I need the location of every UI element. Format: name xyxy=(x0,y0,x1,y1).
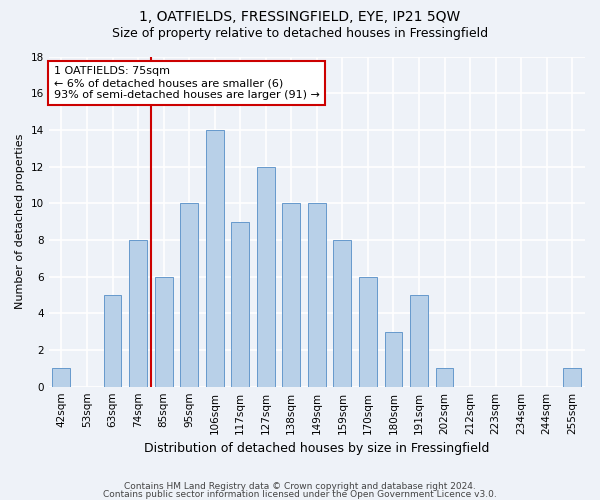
Bar xyxy=(410,295,428,386)
Bar xyxy=(52,368,70,386)
Bar xyxy=(359,276,377,386)
Text: 1, OATFIELDS, FRESSINGFIELD, EYE, IP21 5QW: 1, OATFIELDS, FRESSINGFIELD, EYE, IP21 5… xyxy=(139,10,461,24)
Bar xyxy=(155,276,173,386)
Bar xyxy=(257,166,275,386)
Bar xyxy=(436,368,454,386)
Bar xyxy=(104,295,121,386)
Bar xyxy=(180,203,198,386)
Bar xyxy=(206,130,224,386)
Bar xyxy=(231,222,249,386)
Bar xyxy=(308,203,326,386)
X-axis label: Distribution of detached houses by size in Fressingfield: Distribution of detached houses by size … xyxy=(144,442,490,455)
Bar xyxy=(129,240,147,386)
Bar xyxy=(385,332,403,386)
Text: Contains HM Land Registry data © Crown copyright and database right 2024.: Contains HM Land Registry data © Crown c… xyxy=(124,482,476,491)
Text: Size of property relative to detached houses in Fressingfield: Size of property relative to detached ho… xyxy=(112,28,488,40)
Bar xyxy=(334,240,352,386)
Bar xyxy=(283,203,300,386)
Text: Contains public sector information licensed under the Open Government Licence v3: Contains public sector information licen… xyxy=(103,490,497,499)
Bar xyxy=(563,368,581,386)
Y-axis label: Number of detached properties: Number of detached properties xyxy=(15,134,25,310)
Text: 1 OATFIELDS: 75sqm
← 6% of detached houses are smaller (6)
93% of semi-detached : 1 OATFIELDS: 75sqm ← 6% of detached hous… xyxy=(54,66,320,100)
